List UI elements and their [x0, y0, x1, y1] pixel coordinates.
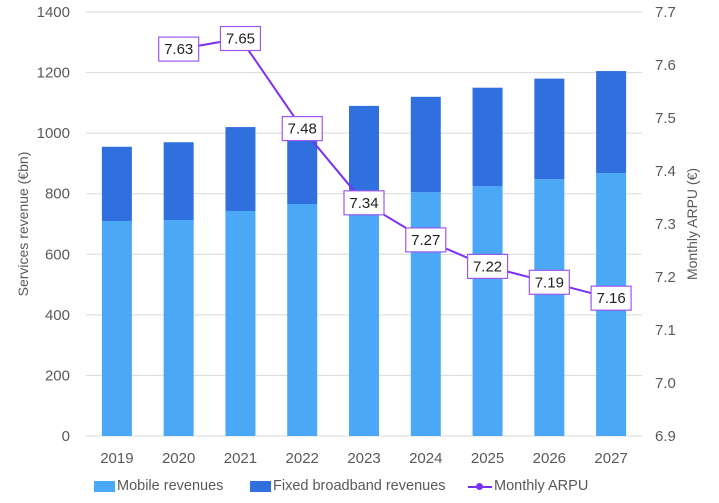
- y2-tick-label: 6.9: [655, 428, 676, 445]
- bar-fixed-broadband-revenues: [163, 142, 194, 221]
- arpu-data-label: 7.19: [535, 274, 564, 291]
- x-tick-label: 2022: [286, 450, 319, 467]
- y-tick-label: 400: [45, 307, 70, 324]
- bar-fixed-broadband-revenues: [410, 96, 441, 193]
- x-tick-label: 2023: [347, 450, 380, 467]
- arpu-data-labels: 7.63 7.65 7.48 7.34 7.27 7.22 7.19 7.16: [158, 25, 632, 311]
- y-axis-left-ticks: 0 200 400 600 800 1000 1200 1400: [37, 4, 70, 445]
- legend-label-arpu: Monthly ARPU: [494, 478, 589, 494]
- legend-line-marker-icon: [468, 481, 492, 492]
- arpu-label-box: [590, 285, 632, 311]
- y-tick-label: 200: [45, 367, 70, 384]
- y2-tick-label: 7.3: [655, 216, 676, 233]
- legend-item-arpu: Monthly ARPU: [468, 478, 588, 494]
- bar-fixed-broadband-revenues: [349, 105, 379, 200]
- arpu-label-box: [343, 190, 385, 216]
- arpu-label-box: [281, 115, 323, 142]
- arpu-data-label: 7.48: [288, 121, 317, 138]
- bar-fixed-broadband-revenues: [472, 87, 503, 187]
- bar-fixed-broadband-revenues: [534, 78, 565, 180]
- y2-tick-label: 7.6: [655, 57, 676, 74]
- legend: Mobile revenues Fixed broadband revenues…: [0, 478, 719, 500]
- bar-fixed-broadband-revenues: [101, 146, 132, 221]
- x-tick-label: 2027: [594, 450, 627, 467]
- arpu-label-box: [528, 269, 570, 295]
- bar-mobile-revenues: [534, 179, 565, 437]
- x-axis-ticks: 2019 2020 2021 2022 2023 2024 2025 2026 2027: [100, 450, 628, 467]
- y-tick-label: 1400: [37, 4, 70, 21]
- bar-mobile-revenues: [101, 220, 132, 436]
- chart: 0 200 400 600 800 1000 1200 1400 6.9 7.0 7.1 7.2 7.…: [15, 4, 700, 467]
- y2-tick-label: 7.1: [655, 322, 676, 339]
- x-tick-label: 2021: [224, 450, 257, 467]
- bar-mobile-revenues: [472, 186, 503, 436]
- y-axis-right-ticks: 6.9 7.0 7.1 7.2 7.3 7.4 7.5 7.6 7.7: [655, 4, 676, 445]
- y-axis-left-title: Services revenue (€bn): [15, 152, 31, 297]
- y-axis-right-title: Monthly ARPU (€): [684, 168, 700, 280]
- bars: [101, 71, 627, 437]
- legend-item-fixed: Fixed broadband revenues: [250, 478, 446, 494]
- arpu-data-label: 7.65: [226, 31, 255, 48]
- arpu-data-label: 7.63: [164, 41, 193, 58]
- y-tick-label: 800: [45, 186, 70, 203]
- y-tick-label: 600: [45, 246, 70, 263]
- legend-label-mobile: Mobile revenues: [117, 478, 224, 494]
- y2-tick-label: 7.2: [655, 269, 676, 286]
- arpu-label-box: [466, 253, 509, 279]
- x-tick-label: 2019: [100, 450, 133, 467]
- bar-mobile-revenues: [287, 204, 318, 436]
- bar-mobile-revenues: [163, 220, 194, 436]
- arpu-label-box: [219, 25, 262, 52]
- y2-tick-label: 7.0: [655, 375, 676, 392]
- arpu-data-label: 7.22: [473, 258, 502, 275]
- y2-tick-label: 7.4: [655, 163, 676, 180]
- x-tick-label: 2020: [162, 450, 195, 467]
- arpu-data-label: 7.34: [349, 195, 378, 212]
- arpu-data-label: 7.16: [597, 290, 626, 307]
- x-tick-label: 2025: [471, 450, 504, 467]
- bar-mobile-revenues: [225, 210, 256, 436]
- bar-fixed-broadband-revenues: [225, 127, 256, 211]
- legend-swatch-fixed: [250, 480, 271, 492]
- x-tick-label: 2026: [533, 450, 566, 467]
- y-tick-label: 0: [62, 428, 70, 445]
- y2-tick-label: 7.7: [655, 4, 676, 21]
- arpu-label-box: [405, 227, 447, 253]
- bar-fixed-broadband-revenues: [596, 71, 627, 174]
- legend-swatch-mobile: [94, 480, 115, 492]
- x-tick-label: 2024: [409, 450, 442, 467]
- arpu-label-box: [158, 36, 200, 62]
- arpu-data-label: 7.27: [411, 232, 440, 249]
- y2-tick-label: 7.5: [655, 110, 676, 127]
- legend-label-fixed: Fixed broadband revenues: [273, 478, 446, 494]
- y-tick-label: 1000: [37, 125, 70, 142]
- legend-item-mobile: Mobile revenues: [94, 478, 223, 494]
- bar-mobile-revenues: [349, 199, 379, 436]
- y-tick-label: 1200: [37, 65, 70, 82]
